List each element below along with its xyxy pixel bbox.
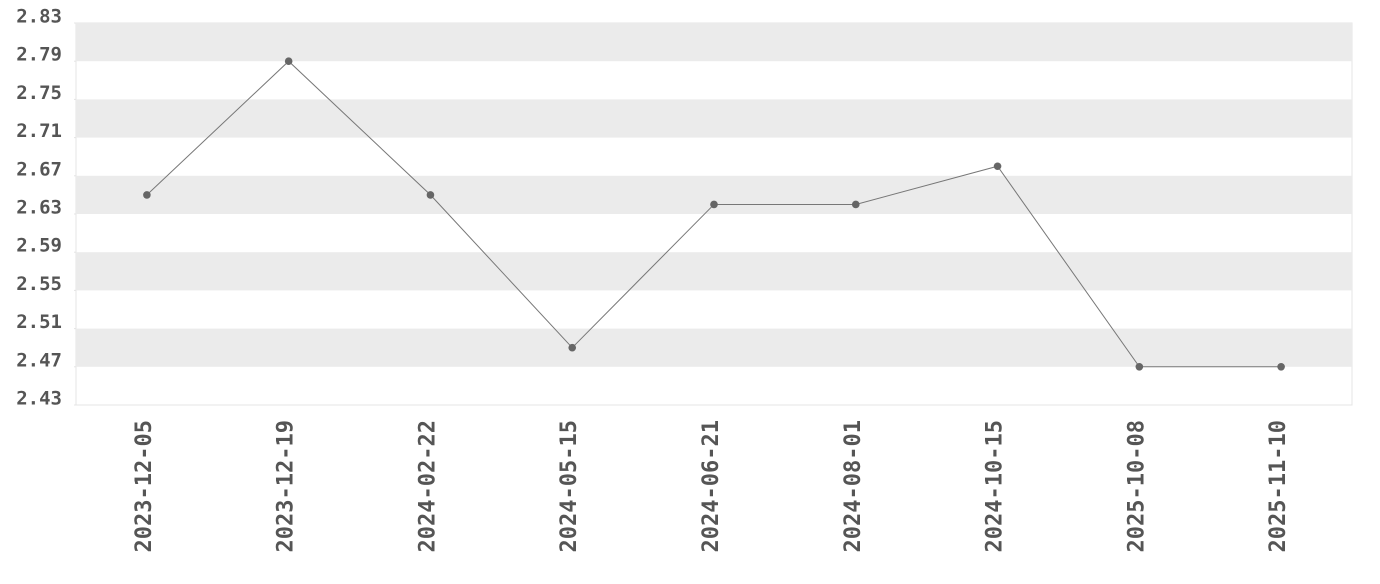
point	[1277, 363, 1285, 371]
grid-band	[76, 99, 1352, 138]
y-tick-label: 2.71	[16, 120, 62, 142]
y-tick-label: 2.79	[16, 44, 62, 66]
point	[710, 200, 718, 209]
x-tick-label: 2023-12-19	[274, 420, 299, 552]
x-tick-label: 2025-11-10	[1266, 420, 1291, 552]
y-tick-label: 2.83	[16, 6, 62, 28]
y-tick-label: 2.59	[16, 235, 62, 257]
x-tick-label: 2024-10-15	[983, 420, 1008, 552]
x-tick-label: 2024-02-22	[415, 420, 440, 552]
x-tick-label: 2024-06-21	[699, 420, 724, 552]
point	[426, 191, 435, 199]
point	[568, 343, 577, 352]
x-tick-label: 2024-05-15	[557, 420, 582, 552]
grid-band	[76, 328, 1352, 367]
grid-band	[76, 175, 1352, 214]
point	[851, 200, 860, 209]
y-tick-label: 2.43	[16, 388, 62, 410]
point	[993, 162, 1002, 171]
grid-band	[76, 23, 1352, 62]
x-tick-label: 2025-10-08	[1124, 420, 1149, 552]
y-tick-label: 2.67	[16, 158, 62, 180]
y-tick-label: 2.55	[16, 273, 62, 295]
y-tick-label: 2.51	[16, 311, 62, 333]
point	[284, 57, 293, 65]
point	[1135, 363, 1144, 371]
x-tick-label: 2023-12-05	[132, 420, 157, 552]
y-tick-label: 2.47	[16, 349, 62, 371]
y-tick-label: 2.63	[16, 197, 62, 219]
grid-band	[76, 252, 1352, 291]
y-tick-label: 2.75	[16, 82, 62, 104]
x-tick-label: 2024-08-01	[841, 420, 866, 552]
point	[143, 191, 151, 199]
